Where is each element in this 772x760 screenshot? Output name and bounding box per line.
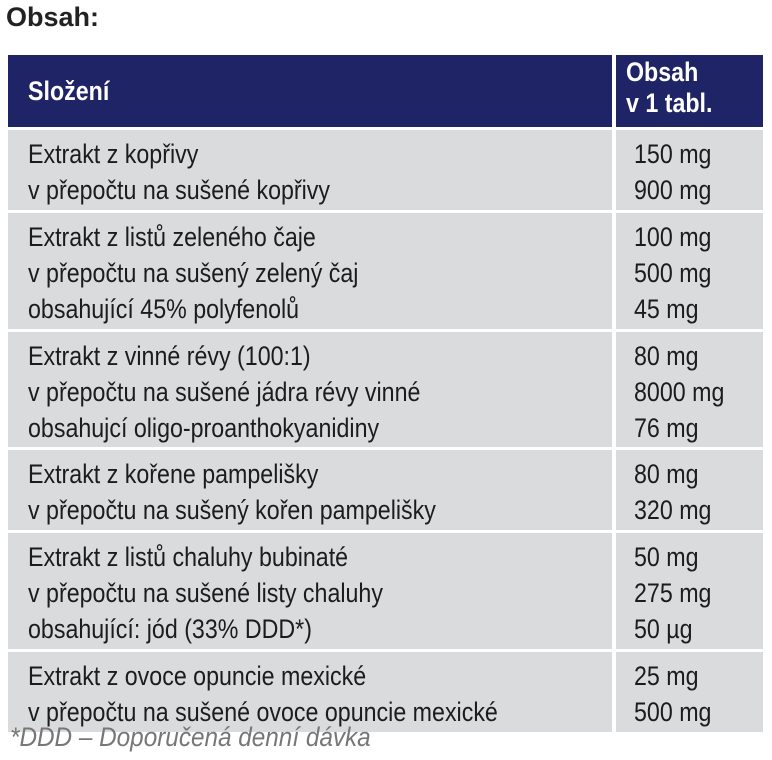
cell-line: Extrakt z listů chaluhy bubinaté	[28, 542, 349, 572]
amount-cell: 50 mg 275 mg 50 µg	[616, 533, 763, 649]
table-row: Extrakt z listů chaluhy bubinaté v přepoč…	[8, 533, 763, 649]
cell-line: v přepočtu na sušené ovoce opuncie mexic…	[28, 696, 498, 727]
cell-line: v přepočtu na sušené kopřivy	[28, 175, 331, 205]
cell-line: 150 mg	[634, 139, 712, 169]
footnote: *DDD – Doporučená denní dávka	[10, 722, 371, 752]
cell-line: 50 mg	[634, 542, 699, 572]
composition-cell: Extrakt z ovoce opuncie mexické v přepočt…	[8, 651, 612, 732]
title: Obsah:	[6, 2, 100, 32]
cell-line: obsahujcí oligo-proanthokyanidiny	[28, 412, 380, 443]
cell-line: Obsah	[626, 57, 699, 87]
cell-line: 80 mg	[634, 459, 699, 489]
table-row: Extrakt z vinné révy (100:1) v přepočtu n…	[8, 331, 763, 447]
cell-line: Složení	[28, 75, 110, 106]
cell-line: v přepočtu na sušené jádra révy vinné	[28, 376, 421, 407]
cell-line: Extrakt z ovoce opuncie mexické	[28, 660, 367, 691]
cell-line: Extrakt z kopřivy	[28, 139, 199, 169]
cell-line: v 1 tabl.	[626, 88, 713, 118]
cell-line: v přepočtu na sušené listy chaluhy	[28, 578, 383, 608]
composition-cell: Extrakt z listů zeleného čaje v přepočtu …	[8, 213, 612, 329]
cell-line: 500 mg	[634, 696, 712, 727]
composition-cell: Extrakt z kořene pampelišky v přepočtu na…	[8, 450, 612, 530]
amount-cell: 150 mg 900 mg	[616, 130, 763, 210]
amount-cell: 100 mg 500 mg 45 mg	[616, 213, 763, 329]
table-row: Extrakt z listů zeleného čaje v přepočtu …	[8, 213, 763, 329]
amount-cell: 80 mg 320 mg	[616, 450, 763, 530]
cell-line: 100 mg	[634, 222, 712, 252]
cell-line: v přepočtu na sušený zelený čaj	[28, 258, 359, 288]
cell-line: 8000 mg	[634, 376, 725, 407]
amount-cell: 80 mg 8000 mg 76 mg	[616, 331, 763, 447]
cell-line: 76 mg	[634, 412, 699, 443]
cell-line: 80 mg	[634, 340, 699, 371]
cell-line: 320 mg	[634, 495, 712, 525]
table-row: Extrakt z ovoce opuncie mexické v přepočt…	[8, 651, 763, 732]
cell-line: v přepočtu na sušený kořen pampelišky	[28, 495, 436, 525]
cell-line: Extrakt z listů zeleného čaje	[28, 222, 316, 252]
cell-line: 50 µg	[634, 614, 693, 644]
header-cell: Složení	[8, 55, 612, 127]
cell-line: Extrakt z vinné révy (100:1)	[28, 340, 311, 371]
cell-line: 900 mg	[634, 175, 712, 205]
header-cell: Obsah v 1 tabl.	[616, 55, 763, 127]
cell-line: 275 mg	[634, 578, 712, 608]
cell-line: obsahující: jód (33% DDD*)	[28, 614, 312, 644]
header-row: Složení Obsah v 1 tabl.	[8, 55, 763, 127]
cell-line: 45 mg	[634, 294, 699, 324]
amount-cell: 25 mg 500 mg	[616, 651, 763, 732]
cell-line: 25 mg	[634, 660, 699, 691]
cell-line: obsahující 45% polyfenolů	[28, 294, 300, 324]
cell-line: Extrakt z kořene pampelišky	[28, 459, 319, 489]
cell-line: 500 mg	[634, 258, 712, 288]
composition-cell: Extrakt z kopřivy v přepočtu na sušené ko…	[8, 130, 612, 210]
composition-cell: Extrakt z listů chaluhy bubinaté v přepoč…	[8, 533, 612, 649]
composition-cell: Extrakt z vinné révy (100:1) v přepočtu n…	[8, 331, 612, 447]
table-row: Extrakt z kořene pampelišky v přepočtu na…	[8, 450, 763, 530]
table: Složení Obsah v 1 tabl. Extrakt z kopřivy v …	[8, 55, 763, 735]
table-row: Extrakt z kopřivy v přepočtu na sušené ko…	[8, 130, 763, 210]
